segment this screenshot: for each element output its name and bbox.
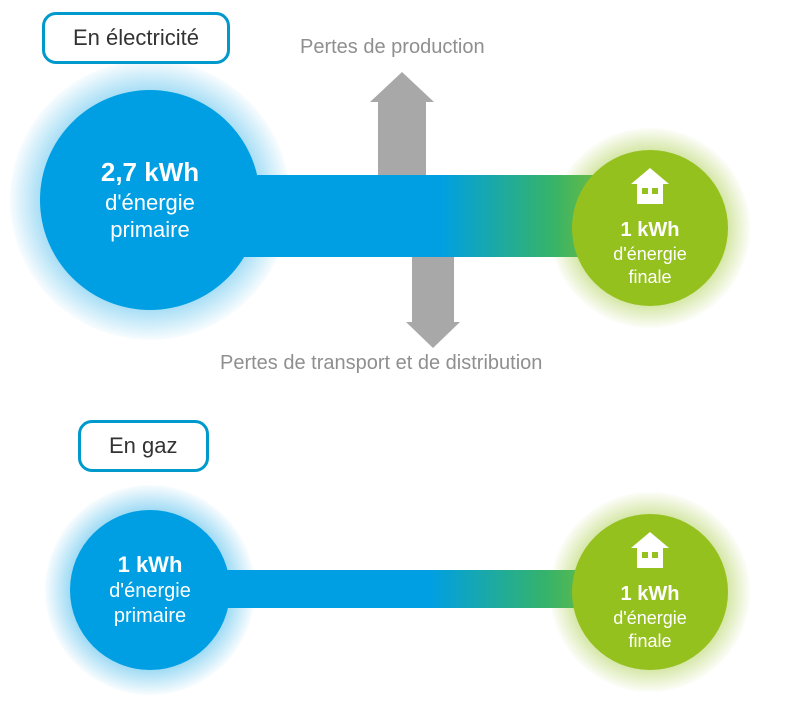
- gas-primary-value: 1 kWh: [118, 551, 183, 579]
- electricity-title-box: En électricité: [42, 12, 230, 64]
- electricity-primary-circle: 2,7 kWh d'énergie primaire: [40, 90, 260, 310]
- electricity-primary-label-1: d'énergie: [105, 189, 195, 217]
- gas-diagram: En gaz 1 kWh d'énergie primaire 1 kWh d'…: [0, 420, 796, 720]
- electricity-diagram: En électricité Pertes de production 2,7 …: [0, 0, 796, 400]
- electricity-final-label-1: d'énergie: [613, 243, 687, 266]
- gas-title-box: En gaz: [78, 420, 209, 472]
- gas-final-label-2: finale: [628, 630, 671, 653]
- gas-final-circle: 1 kWh d'énergie finale: [572, 514, 728, 670]
- loss-distribution-label: Pertes de transport et de distribution: [220, 352, 542, 375]
- gas-final-value: 1 kWh: [621, 582, 680, 607]
- loss-production-label: Pertes de production: [300, 36, 485, 59]
- loss-production-arrow-head: [370, 72, 434, 102]
- house-icon: [629, 532, 671, 576]
- electricity-primary-value: 2,7 kWh: [101, 156, 199, 189]
- electricity-final-circle: 1 kWh d'énergie finale: [572, 150, 728, 306]
- electricity-final-label-2: finale: [628, 266, 671, 289]
- gas-primary-label-1: d'énergie: [109, 579, 191, 604]
- gas-primary-circle: 1 kWh d'énergie primaire: [70, 510, 230, 670]
- loss-production-arrow-stem: [378, 100, 426, 185]
- electricity-final-value: 1 kWh: [621, 218, 680, 243]
- gas-final-label-1: d'énergie: [613, 607, 687, 630]
- electricity-primary-label-2: primaire: [110, 216, 189, 244]
- house-icon: [629, 168, 671, 212]
- gas-primary-label-2: primaire: [114, 604, 186, 629]
- loss-distribution-arrow-stem: [412, 250, 454, 322]
- loss-distribution-arrow-head: [406, 322, 460, 348]
